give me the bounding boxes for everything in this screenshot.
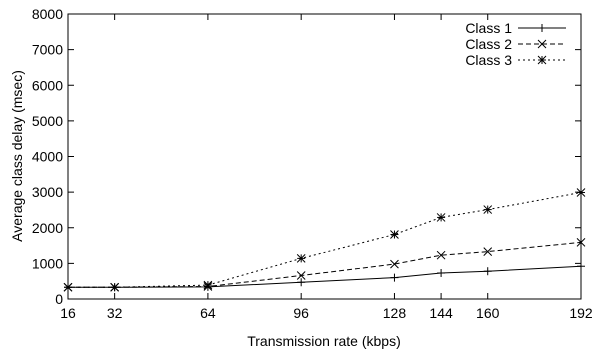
data-point-star-marker [483, 205, 493, 214]
y-tick-label: 3000 [32, 184, 63, 200]
data-point-star-marker [390, 230, 399, 239]
y-tick-label: 2000 [32, 220, 63, 236]
data-point-cross-marker [483, 247, 493, 256]
data-point-star-marker [436, 213, 446, 222]
y-tick-label: 0 [55, 291, 63, 307]
data-point-star-marker [537, 55, 547, 65]
series-line-2 [68, 241, 582, 288]
legend-label: Class 2 [465, 36, 512, 52]
x-tick-label: 144 [429, 305, 453, 321]
data-point-cross-marker [537, 39, 547, 49]
y-tick-label: 5000 [32, 113, 63, 129]
x-tick-label: 16 [60, 305, 76, 321]
data-point-star-marker [296, 254, 306, 263]
data-point-plus-marker [390, 273, 399, 282]
y-tick-label: 1000 [32, 255, 63, 271]
data-point-cross-marker [390, 259, 399, 269]
legend-label: Class 3 [465, 52, 512, 68]
data-point-plus-marker [577, 262, 585, 271]
data-point-plus-marker [437, 268, 446, 277]
x-tick-label: 160 [476, 305, 500, 321]
x-tick-label: 32 [107, 305, 123, 321]
y-tick-label: 6000 [32, 77, 63, 93]
x-axis-label: Transmission rate (kbps) [247, 333, 401, 349]
series-line-3 [68, 191, 582, 288]
data-point-plus-marker [297, 278, 306, 287]
data-point-star-marker [110, 282, 119, 292]
y-tick-label: 4000 [32, 149, 63, 165]
data-point-cross-marker [296, 271, 306, 280]
y-tick-label: 8000 [32, 6, 63, 22]
y-tick-label: 7000 [32, 42, 63, 58]
x-tick-label: 128 [383, 305, 407, 321]
data-point-cross-marker [436, 250, 446, 260]
y-axis-label: Average class delay (msec) [9, 70, 25, 242]
series-line-1 [68, 265, 582, 288]
data-point-star-marker [576, 188, 586, 197]
data-point-plus-marker [483, 267, 492, 276]
data-point-cross-marker [576, 238, 586, 247]
x-tick-label: 96 [293, 305, 309, 321]
legend-label: Class 1 [465, 20, 512, 36]
x-tick-label: 64 [200, 305, 216, 321]
axis-ticks: 0 1000 2000 3000 4000 5000 6000 7000 8000 16 32 64 9… [32, 6, 593, 321]
data-point-plus-marker [538, 24, 546, 32]
data-point-star-marker [203, 280, 213, 290]
data-point-star-marker [63, 282, 73, 292]
series-layer [63, 188, 586, 292]
x-tick-label: 192 [569, 305, 593, 321]
